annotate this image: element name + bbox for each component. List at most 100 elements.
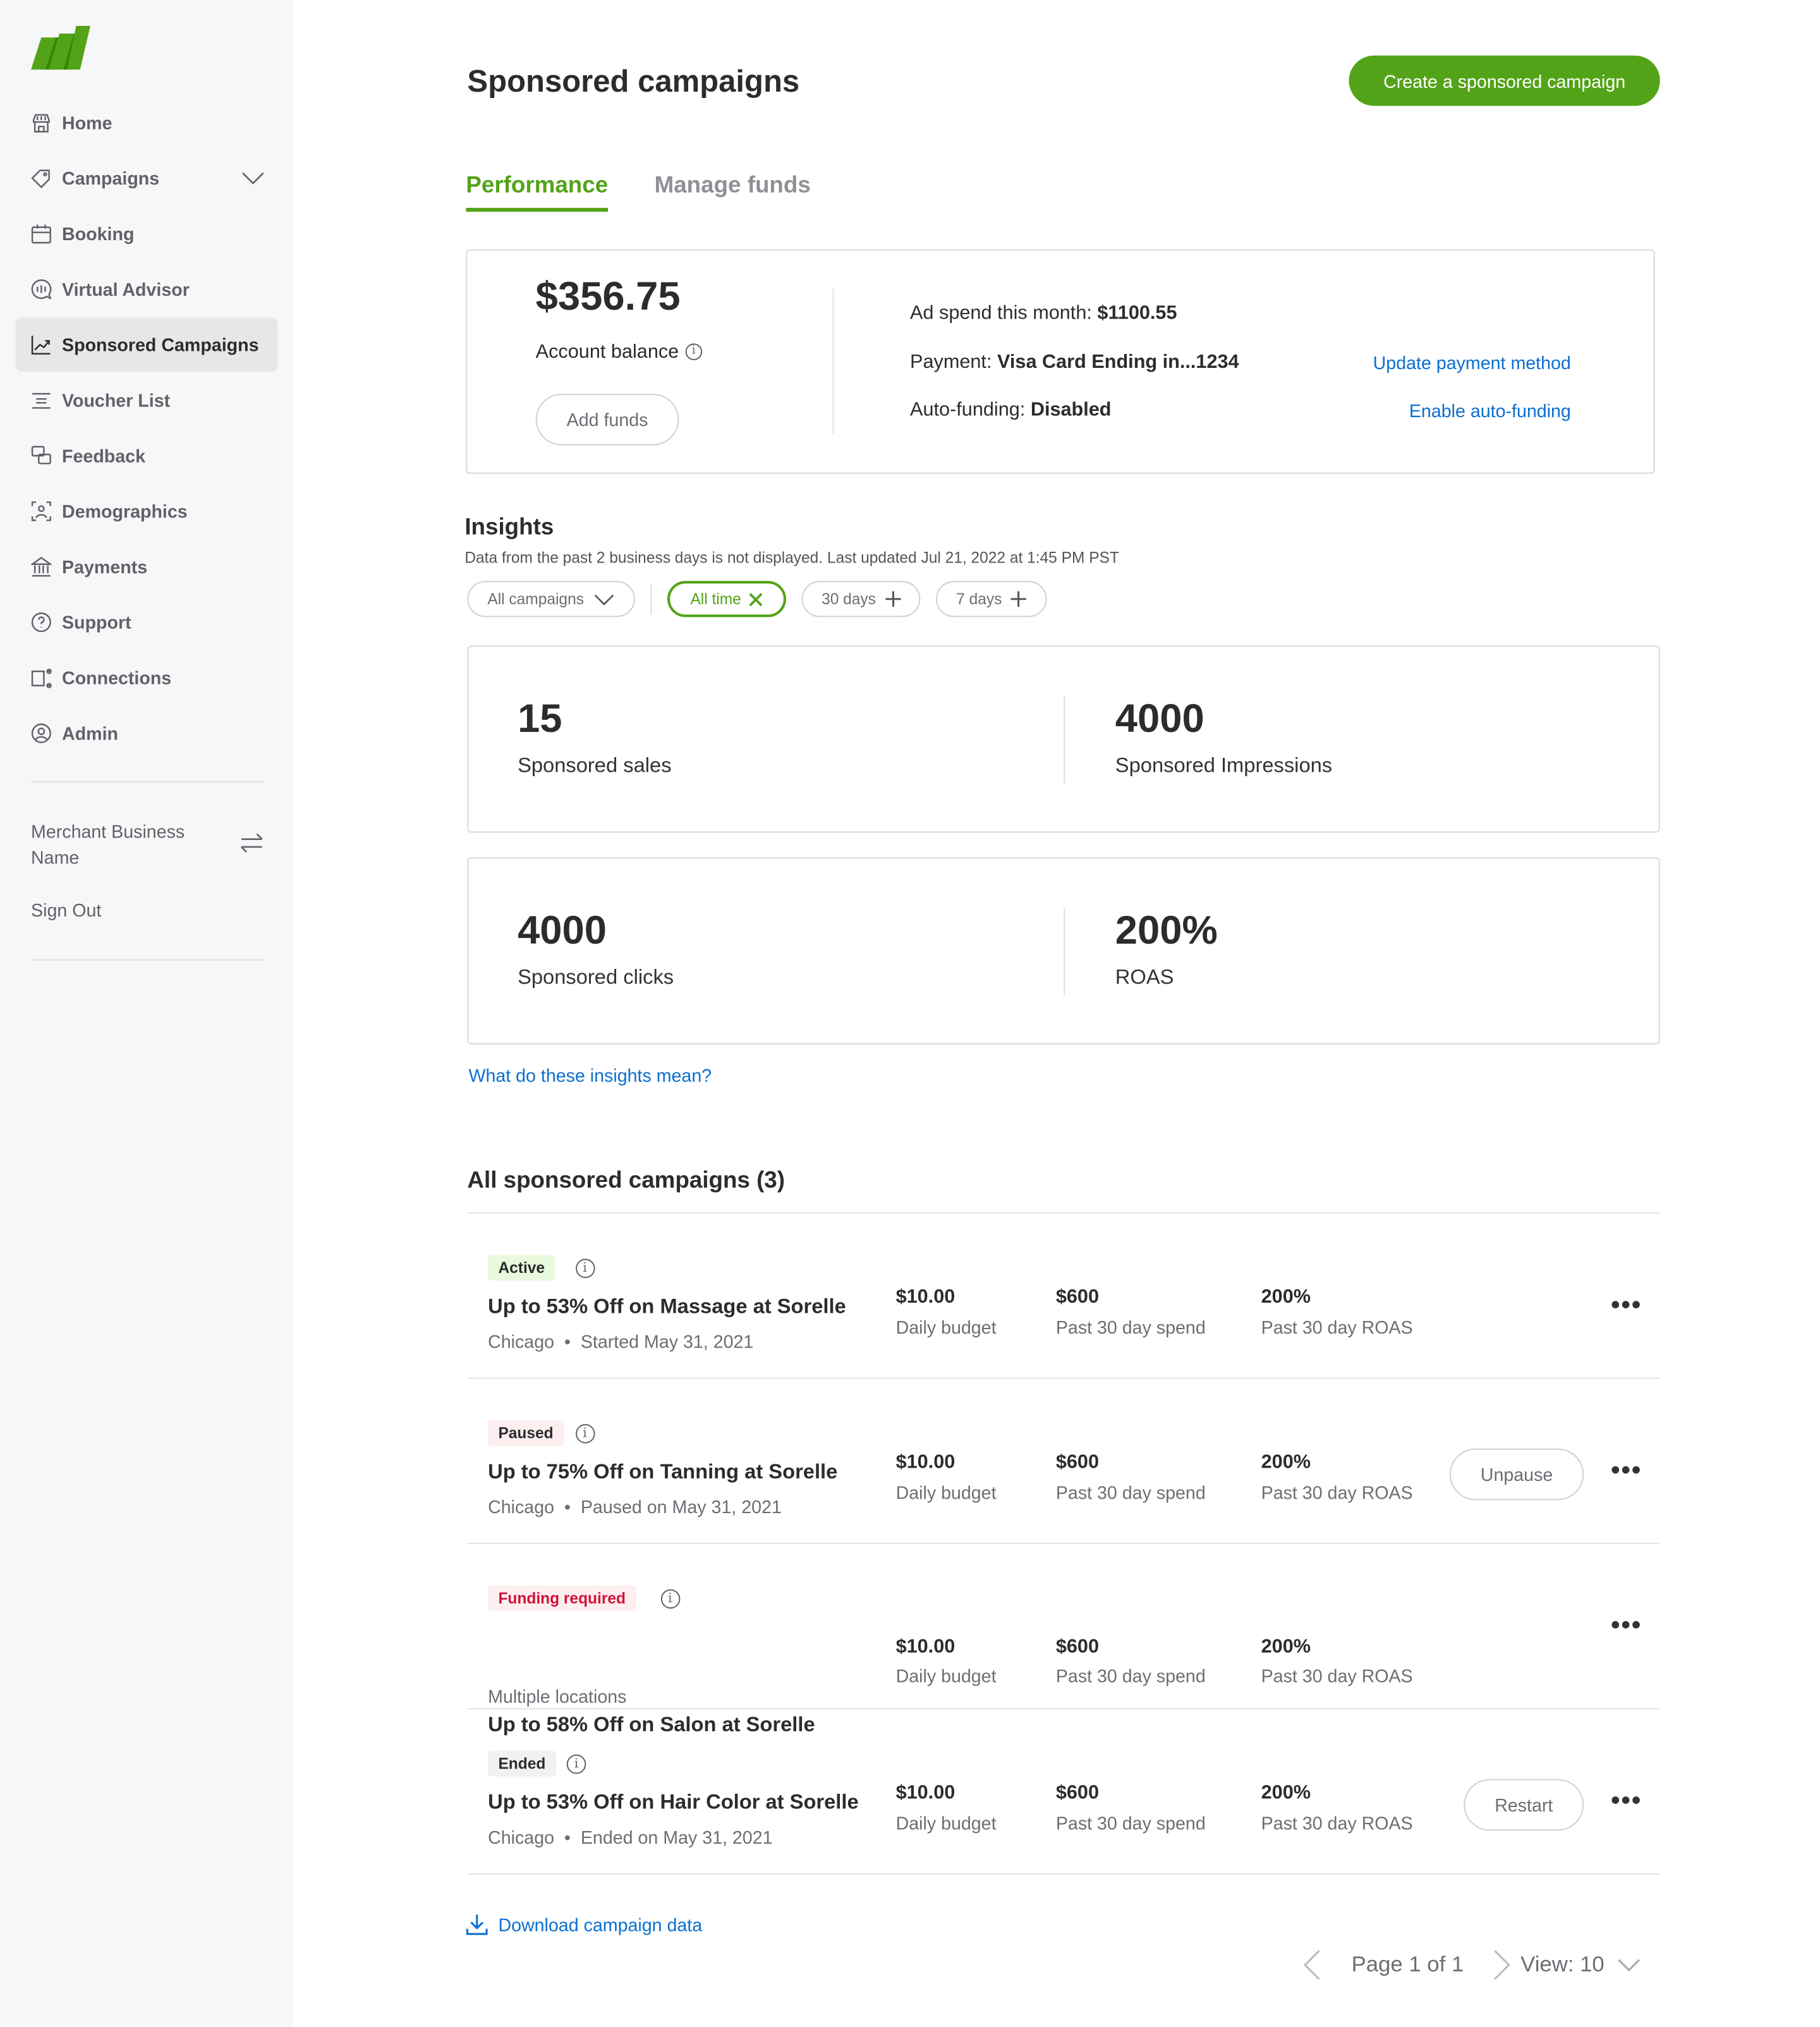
sidebar-item-virtual-advisor[interactable]: Virtual Advisor	[16, 262, 278, 317]
daily-budget-value: $10.00	[895, 1635, 956, 1658]
info-icon[interactable]: i	[575, 1258, 595, 1279]
insights-help-link[interactable]: What do these insights mean?	[468, 1065, 712, 1086]
sidebar-item-label: Connections	[62, 667, 172, 688]
question-icon	[31, 612, 51, 633]
sidebar-item-demographics[interactable]: Demographics	[16, 484, 278, 539]
sidebar-item-connections[interactable]: Connections	[16, 650, 278, 705]
campaign-meta: Multiple locations	[488, 1686, 627, 1707]
campaign-meta: Chicago • Ended on May 31, 2021	[488, 1827, 773, 1847]
feedback-icon	[31, 446, 51, 465]
campaign-filter-label: All campaigns	[487, 590, 584, 609]
spend-label: Past 30 day spend	[1055, 1482, 1206, 1503]
campaign-name[interactable]: Up to 53% Off on Massage at Sorelle	[488, 1296, 846, 1318]
stats-card: 4000 Sponsored clicks 200% ROAS	[467, 857, 1660, 1045]
stat-value: 4000	[518, 907, 607, 953]
sidebar-item-booking[interactable]: Booking	[16, 207, 278, 261]
tab-performance[interactable]: Performance	[466, 172, 609, 212]
sidebar-item-label: Sponsored Campaigns	[62, 334, 259, 355]
sidebar-item-sponsored-campaigns[interactable]: Sponsored Campaigns	[15, 317, 278, 372]
merchant-name: Merchant Business Name	[31, 821, 185, 868]
spend-label: Past 30 day spend	[1055, 1665, 1206, 1686]
insights-note: Data from the past 2 business days is no…	[464, 549, 1119, 567]
chevron-down-icon[interactable]	[241, 172, 265, 185]
campaign-row: Funding required i Up to 58% Off on Salo…	[467, 1544, 1660, 1736]
campaign-filter-dropdown[interactable]: All campaigns	[467, 581, 635, 618]
daily-budget-label: Daily budget	[895, 1665, 997, 1686]
unpause-button[interactable]: Unpause	[1449, 1448, 1584, 1500]
account-balance-amount: $356.75	[535, 274, 681, 319]
update-payment-link[interactable]: Update payment method	[1373, 352, 1571, 374]
info-icon[interactable]: i	[660, 1589, 680, 1609]
daily-budget-label: Daily budget	[895, 1812, 997, 1834]
sidebar-item-payments[interactable]: Payments	[16, 540, 278, 594]
more-options-icon[interactable]: •••	[1611, 1611, 1642, 1640]
restart-button[interactable]: Restart	[1464, 1779, 1584, 1831]
campaign-row: Ended i Up to 53% Off on Hair Color at S…	[467, 1709, 1660, 1875]
tab-manage-funds[interactable]: Manage funds	[654, 171, 811, 198]
sidebar-item-support[interactable]: Support	[16, 595, 278, 650]
brand-logo[interactable]	[31, 25, 90, 70]
info-icon[interactable]: i	[566, 1754, 586, 1774]
sidebar-item-home[interactable]: Home	[16, 95, 278, 150]
sidebar-item-label: Campaigns	[62, 167, 160, 189]
page-indicator: Page 1 of 1	[1351, 1952, 1464, 1977]
daily-budget-label: Daily budget	[895, 1482, 997, 1503]
spend-value: $600	[1055, 1635, 1100, 1658]
more-options-icon[interactable]: •••	[1611, 1456, 1642, 1485]
status-badge: Active	[488, 1255, 555, 1281]
view-count-label: View: 10	[1520, 1952, 1605, 1977]
sign-out-link[interactable]: Sign Out	[31, 899, 102, 921]
roas-value: 200%	[1261, 1451, 1311, 1473]
status-badge: Ended	[488, 1750, 556, 1777]
sidebar-item-voucher-list[interactable]: Voucher List	[16, 373, 278, 427]
prev-page-icon[interactable]	[1302, 1949, 1321, 1980]
filter-30-days-label: 30 days	[822, 590, 876, 609]
sidebar-item-label: Demographics	[62, 501, 188, 522]
more-options-icon[interactable]: •••	[1611, 1291, 1642, 1320]
switch-merchant-icon[interactable]	[240, 832, 264, 853]
spend-label: Past 30 day spend	[1055, 1812, 1206, 1834]
payment-label: Payment:	[910, 351, 992, 374]
sidebar-item-label: Feedback	[62, 445, 145, 466]
filter-all-time-chip[interactable]: All time	[667, 581, 786, 618]
download-label: Download campaign data	[498, 1914, 703, 1935]
campaign-name[interactable]: Up to 53% Off on Hair Color at Sorelle	[488, 1792, 859, 1814]
sidebar-item-label: Booking	[62, 223, 135, 245]
page-title: Sponsored campaigns	[467, 64, 800, 100]
stat-label: Sponsored sales	[518, 755, 672, 777]
next-page-icon[interactable]	[1493, 1949, 1512, 1980]
campaign-name[interactable]: Up to 75% Off on Tanning at Sorelle	[488, 1461, 838, 1483]
filter-7-days-chip[interactable]: 7 days	[935, 581, 1047, 618]
divider	[832, 288, 834, 434]
spend-value: $600	[1055, 1781, 1100, 1804]
roas-label: Past 30 day ROAS	[1261, 1482, 1413, 1503]
filter-7-days-label: 7 days	[956, 590, 1002, 609]
sidebar-item-label: Home	[62, 112, 112, 133]
create-campaign-button[interactable]: Create a sponsored campaign	[1349, 55, 1660, 106]
download-campaign-data-link[interactable]: Download campaign data	[466, 1913, 702, 1935]
sidebar-item-admin[interactable]: Admin	[16, 706, 278, 760]
roas-value: 200%	[1261, 1286, 1311, 1308]
plus-icon	[885, 591, 901, 607]
campaign-name[interactable]: Up to 58% Off on Salon at Sorelle	[488, 1714, 815, 1737]
add-funds-button[interactable]: Add funds	[535, 393, 679, 446]
filter-30-days-chip[interactable]: 30 days	[801, 581, 921, 618]
info-icon[interactable]: i	[685, 343, 703, 360]
more-options-icon[interactable]: •••	[1611, 1786, 1642, 1815]
sidebar-item-label: Admin	[62, 722, 119, 744]
enable-auto-funding-link[interactable]: Enable auto-funding	[1409, 400, 1571, 421]
sidebar-item-campaigns[interactable]: Campaigns	[16, 151, 278, 205]
close-icon[interactable]	[749, 592, 763, 606]
chevron-down-icon	[595, 593, 614, 605]
daily-budget-label: Daily budget	[895, 1317, 997, 1338]
stat-value: 4000	[1115, 695, 1204, 741]
info-icon[interactable]: i	[575, 1423, 595, 1444]
sidebar-item-feedback[interactable]: Feedback	[16, 429, 278, 483]
divider	[650, 583, 652, 615]
status-badge: Paused	[488, 1420, 564, 1446]
daily-budget-value: $10.00	[895, 1781, 956, 1804]
storefront-icon	[32, 114, 50, 133]
stat-label: Sponsored Impressions	[1115, 755, 1333, 777]
view-count-dropdown[interactable]: View: 10	[1520, 1952, 1641, 1978]
payment-value: Visa Card Ending in...1234	[997, 351, 1239, 374]
